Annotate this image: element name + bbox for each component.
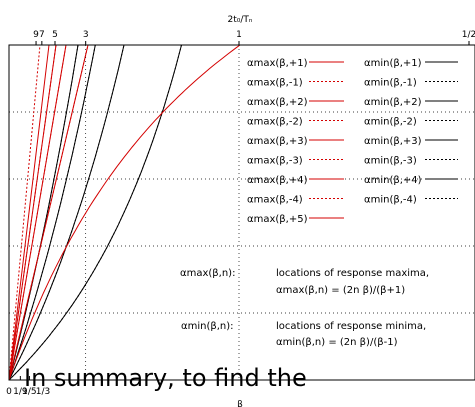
top-tick-label: 3 bbox=[83, 30, 89, 40]
series-curve bbox=[8, 44, 57, 381]
plot-frame bbox=[8, 44, 475, 381]
top-tick-label: 9 bbox=[33, 30, 39, 40]
legend-item: αmin(β,+2) bbox=[364, 97, 458, 108]
legend-label: αmin(β,-4) bbox=[364, 195, 417, 206]
caption-text: In summary, to find the bbox=[24, 364, 307, 392]
legend-label: αmin(β,-2) bbox=[364, 117, 417, 128]
legend-item: αmax(β,-3) bbox=[247, 156, 344, 167]
annotation-min-desc: locations of response minima, bbox=[276, 321, 427, 332]
legend-label: αmin(β,-3) bbox=[364, 156, 417, 167]
series-curve bbox=[8, 44, 96, 381]
series-curve bbox=[8, 44, 79, 381]
bottom-tick-label: 0 bbox=[6, 387, 12, 397]
legend-label: αmax(β,-1) bbox=[247, 78, 303, 89]
annotation-min-formula: αmin(β,n) = (2n β)/(β-1) bbox=[276, 337, 398, 348]
top-tick-label: 1 bbox=[236, 30, 242, 40]
series-curve bbox=[8, 44, 241, 381]
legend-item: αmax(β,+5) bbox=[247, 214, 344, 225]
bottom-tick-label: 1/9 bbox=[13, 387, 28, 397]
series-curve bbox=[8, 44, 182, 381]
legend-label: αmax(β,-3) bbox=[247, 156, 303, 167]
series-curve bbox=[8, 44, 125, 381]
series-curve bbox=[8, 44, 50, 381]
legend-label: αmax(β,+4) bbox=[247, 175, 308, 186]
legend-label: αmin(β,-1) bbox=[364, 78, 417, 89]
legend-item: αmin(β,-2) bbox=[364, 117, 458, 128]
bottom-tick-label: 1/5 bbox=[22, 387, 36, 397]
series-curve bbox=[8, 44, 89, 381]
legend-label: αmax(β,+2) bbox=[247, 97, 308, 108]
legend-label: αmin(β,+1) bbox=[364, 58, 422, 69]
top-axis-label: 2t₀/Tₙ bbox=[228, 15, 253, 25]
annotation-max-desc: locations of response maxima, bbox=[276, 268, 430, 279]
annotation-max-term: αmax(β,n): bbox=[180, 268, 236, 279]
legend-item: αmin(β,-1) bbox=[364, 78, 458, 89]
annotation-max-formula: αmax(β,n) = (2n β)/(β+1) bbox=[276, 285, 406, 296]
legend-item: αmax(β,+3) bbox=[247, 136, 344, 147]
legend-item: αmax(β,+1) bbox=[247, 58, 344, 69]
legend-item: αmax(β,+4) bbox=[247, 175, 344, 186]
legend-item: αmin(β,+3) bbox=[364, 136, 458, 147]
legend-item: αmax(β,-2) bbox=[247, 117, 344, 128]
series-curve bbox=[8, 44, 41, 381]
legend-item: αmax(β,+2) bbox=[247, 97, 344, 108]
legend-item: αmin(β,+4) bbox=[364, 175, 458, 186]
legend-item: αmin(β,-3) bbox=[364, 156, 458, 167]
bottom-axis-label: β bbox=[237, 400, 243, 407]
top-tick-label: 1/2 bbox=[462, 30, 475, 40]
legend-item: αmax(β,-1) bbox=[247, 78, 344, 89]
legend-label: αmin(β,+3) bbox=[364, 136, 422, 147]
legend-label: αmax(β,-2) bbox=[247, 117, 303, 128]
legend-label: αmax(β,+5) bbox=[247, 214, 308, 225]
series-curve bbox=[8, 44, 125, 381]
annotation-min-term: αmin(β,n): bbox=[181, 321, 234, 332]
top-tick-label: 7 bbox=[39, 30, 45, 40]
legend-item: αmin(β,-4) bbox=[364, 195, 458, 206]
legend-label: αmax(β,+1) bbox=[247, 58, 308, 69]
legend-label: αmin(β,+4) bbox=[364, 175, 422, 186]
series-curve bbox=[8, 44, 67, 381]
legend-item: αmax(β,-4) bbox=[247, 195, 344, 206]
legend-label: αmax(β,-4) bbox=[247, 195, 303, 206]
legend-item: αmin(β,+1) bbox=[364, 58, 458, 69]
legend-label: αmin(β,+2) bbox=[364, 97, 422, 108]
top-tick-label: 5 bbox=[52, 30, 58, 40]
bottom-tick-label: 1/3 bbox=[36, 387, 50, 397]
legend-label: αmax(β,+3) bbox=[247, 136, 308, 147]
